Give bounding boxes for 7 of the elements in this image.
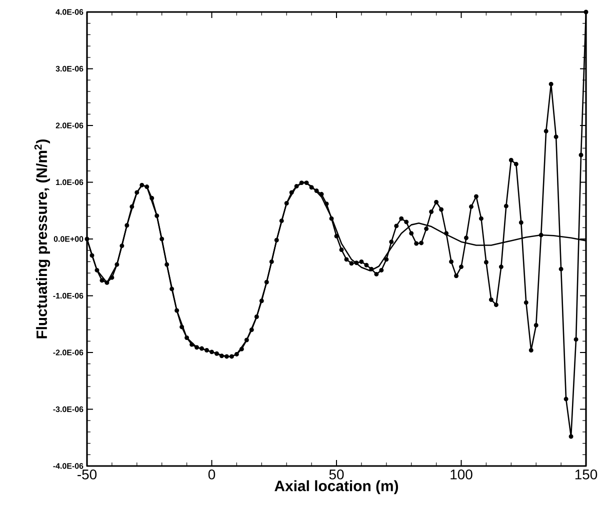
x-tick-label: 150 (575, 470, 598, 480)
x-tick-label: 0 (208, 470, 216, 480)
x-axis-title: Axial location (m) (274, 480, 398, 494)
x-tick-label: -50 (78, 470, 97, 480)
x-tick-label: 50 (329, 470, 344, 480)
y-axis-title: Fluctuating pressure, (N/m$^{2}$) (34, 139, 50, 338)
x-tick-label: 100 (450, 470, 472, 480)
